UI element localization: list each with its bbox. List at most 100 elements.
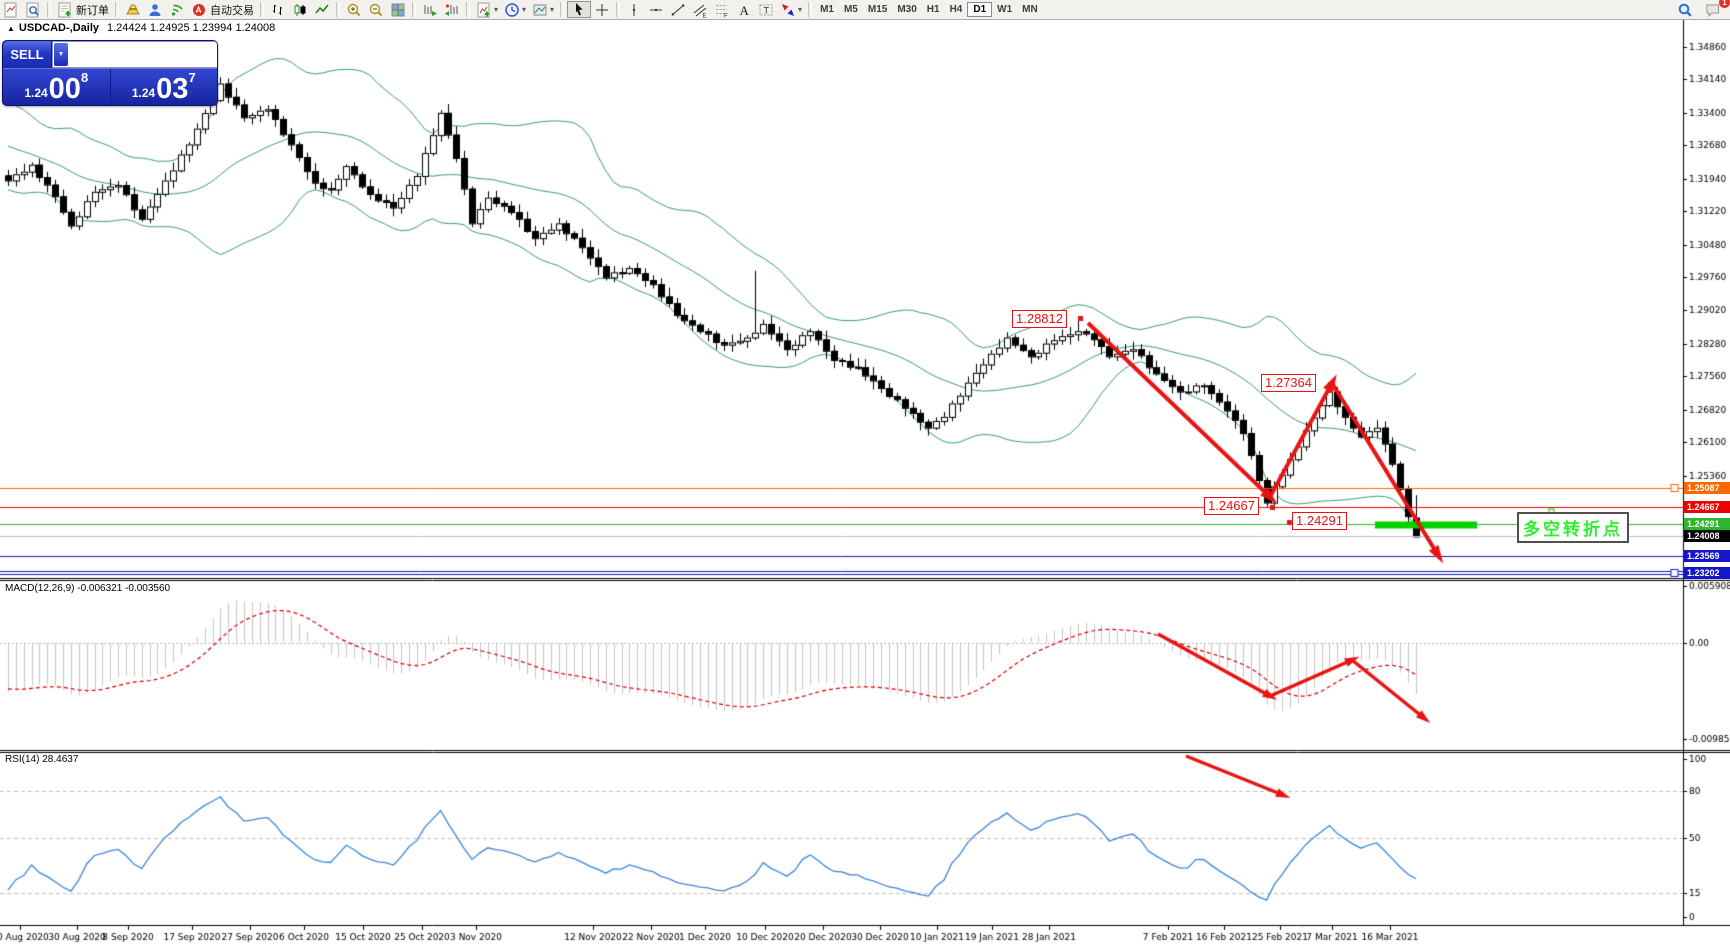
toolbar-separator — [616, 2, 621, 17]
buy-price-big: 03 — [156, 73, 189, 105]
chart-shift-button[interactable] — [441, 1, 463, 18]
vline-icon — [626, 2, 642, 18]
label-icon: T — [758, 2, 774, 18]
rsi-label: RSI(14) 28.4637 — [5, 754, 79, 765]
price-level-label: 1.24291 — [1684, 518, 1730, 530]
timeframe-H4[interactable]: H4 — [949, 4, 963, 15]
bars-chart-button[interactable] — [267, 1, 289, 18]
turning-point-textbox[interactable]: 多空转折点 — [1517, 512, 1629, 543]
hline-icon — [648, 2, 664, 18]
cursor-tool-button[interactable] — [567, 1, 592, 18]
timeframe-M30[interactable]: M30 — [897, 4, 917, 15]
mql5-community-button[interactable] — [144, 1, 166, 18]
chat-icon — [1705, 2, 1721, 18]
templates-icon — [532, 2, 548, 18]
toolbar-separator — [808, 2, 813, 17]
new-order-button[interactable]: 新订单 — [54, 1, 112, 18]
timeframe-M5[interactable]: M5 — [843, 4, 858, 15]
current-price-label: 1.24008 — [1684, 530, 1730, 542]
cursor-icon — [571, 2, 587, 18]
indicators-list-button[interactable]: ▾ — [473, 1, 501, 18]
horizontal-line-tool-button[interactable] — [645, 1, 667, 18]
toolbar: 新订单 自动交易 ▾ ▾ ▾ E F A T ▾ M1 M5 M15 M30 H1 H4 D1 W1 MN 1 — [0, 0, 1730, 20]
svg-text:T: T — [764, 5, 770, 15]
timeframe-H1[interactable]: H1 — [926, 4, 940, 15]
vertical-line-tool-button[interactable] — [623, 1, 645, 18]
chevron-down-icon[interactable]: ▾ — [522, 5, 527, 14]
arrows-icon — [780, 2, 796, 18]
volume-decrease-button[interactable]: ▼ — [54, 43, 68, 66]
trendline-tool-button[interactable] — [667, 1, 689, 18]
tile-windows-icon — [390, 2, 406, 18]
channel-icon: E — [692, 2, 708, 18]
timeframe-M1[interactable]: M1 — [820, 4, 834, 15]
zoom-out-button[interactable] — [365, 1, 387, 18]
tile-windows-button[interactable] — [387, 1, 409, 18]
indicators-icon — [476, 2, 492, 18]
timeframe-D1[interactable]: D1 — [967, 2, 993, 17]
timeframe-MN[interactable]: MN — [1022, 4, 1038, 15]
buy-price[interactable]: 1.24 03 7 — [110, 69, 217, 105]
notifications-button[interactable]: 1 — [1702, 0, 1730, 18]
zoom-in-button[interactable] — [343, 1, 365, 18]
toolbar-right: 1 — [1674, 0, 1730, 18]
collapse-marker-icon[interactable]: ▲ — [7, 24, 15, 33]
price-level-label: 1.25087 — [1684, 482, 1730, 494]
arrows-tool-button[interactable]: ▾ — [777, 1, 805, 18]
price-tag[interactable]: 1.24667 — [1204, 497, 1259, 515]
volume-box: ▼ ▲ — [52, 41, 217, 68]
price-level-label: 1.23202 — [1684, 567, 1730, 579]
volume-input[interactable] — [69, 42, 217, 67]
text-label-tool-button[interactable]: T — [755, 1, 777, 18]
candles-chart-icon — [292, 2, 308, 18]
symbol-name: USDCAD-,Daily — [18, 22, 99, 34]
sell-price[interactable]: 1.24 00 8 — [3, 69, 110, 105]
price-tag[interactable]: 1.28812 — [1012, 310, 1067, 328]
toolbar-separator — [115, 2, 119, 17]
timeframe-W1[interactable]: W1 — [997, 4, 1013, 15]
toolbar-separator — [412, 2, 416, 17]
chevron-down-icon[interactable]: ▾ — [550, 5, 555, 14]
crosshair-icon — [594, 2, 610, 18]
fibonacci-tool-button[interactable]: F — [711, 1, 733, 18]
period-icon — [504, 2, 520, 18]
auto-trading-label: 自动交易 — [210, 4, 254, 17]
sell-button[interactable]: SELL — [3, 41, 51, 68]
chart-profiles-button[interactable] — [22, 1, 44, 18]
crosshair-tool-button[interactable] — [591, 1, 613, 18]
community-icon — [147, 2, 163, 18]
bars-chart-icon — [270, 2, 286, 18]
equidistant-channel-tool-button[interactable]: E — [689, 1, 711, 18]
toolbar-separator — [260, 2, 264, 17]
periods-button[interactable]: ▾ — [501, 1, 529, 18]
symbol-ohlc: 1.24424 1.24925 1.23994 1.24008 — [107, 22, 276, 34]
line-chart-button[interactable] — [311, 1, 333, 18]
line-chart-icon — [314, 2, 330, 18]
text-tool-button[interactable]: A — [733, 1, 755, 18]
price-tag[interactable]: 1.24291 — [1292, 512, 1347, 530]
market-watch-gold-button[interactable] — [122, 1, 144, 18]
templates-button[interactable]: ▾ — [529, 1, 557, 18]
signals-button[interactable] — [166, 1, 188, 18]
signals-icon — [169, 2, 185, 18]
candlestick-chart-button[interactable] — [289, 1, 311, 18]
chevron-down-icon[interactable]: ▾ — [798, 5, 803, 14]
toolbar-separator — [336, 2, 340, 17]
new-chart-button[interactable] — [0, 1, 22, 18]
chart-shift-icon — [444, 2, 460, 18]
search-button[interactable] — [1674, 1, 1696, 18]
auto-scroll-button[interactable] — [419, 1, 441, 18]
price-tag[interactable]: 1.27364 — [1261, 374, 1316, 392]
auto-trading-button[interactable]: 自动交易 — [188, 1, 257, 18]
macd-label: MACD(12,26,9) -0.006321 -0.003560 — [5, 583, 171, 594]
timeframe-M15[interactable]: M15 — [867, 4, 888, 15]
svg-text:F: F — [724, 13, 728, 18]
buy-price-sup: 7 — [188, 70, 196, 85]
toolbar-separator — [47, 2, 51, 17]
new-chart-icon — [3, 2, 19, 18]
chevron-down-icon[interactable]: ▾ — [494, 5, 499, 14]
chart-title: ▲ USDCAD-,Daily 1.24424 1.24925 1.23994 1.… — [7, 22, 275, 34]
